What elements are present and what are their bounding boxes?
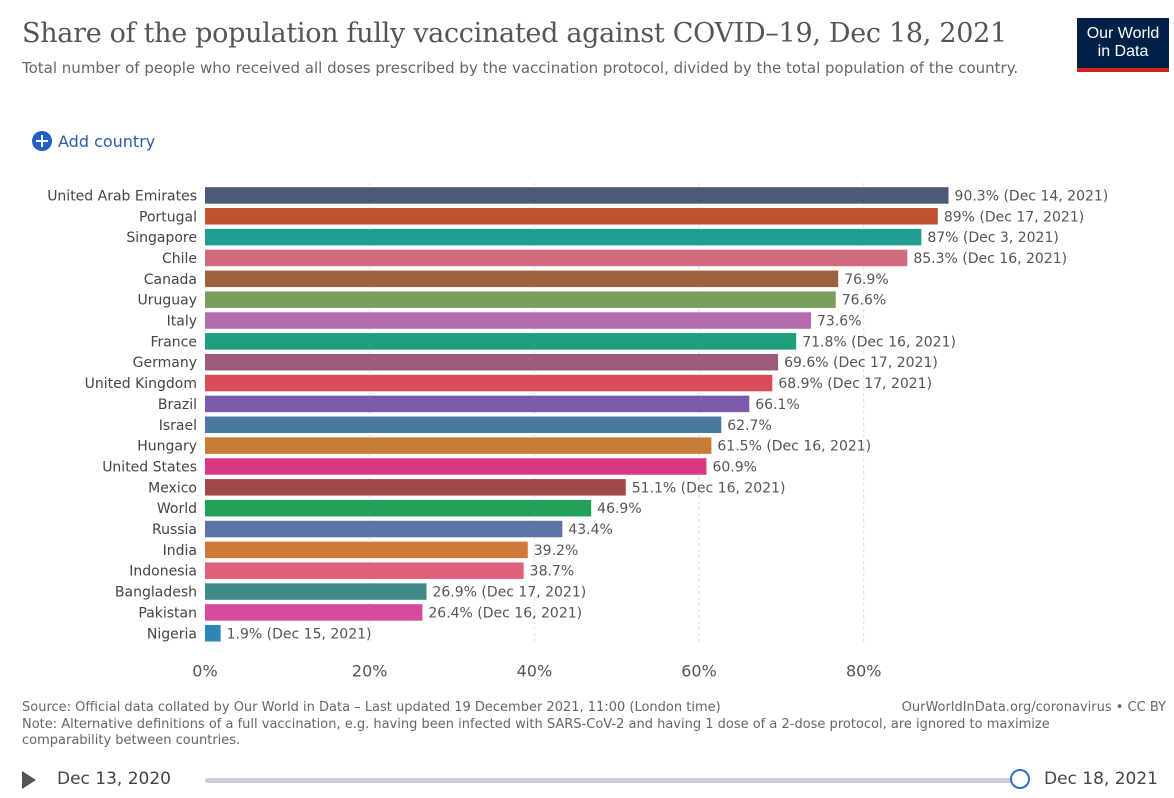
value-label: 68.9% (Dec 17, 2021) (778, 376, 932, 392)
bar[interactable] (205, 458, 707, 475)
bar[interactable] (205, 374, 773, 392)
category-label: Uruguay (138, 293, 198, 309)
timeline-handle[interactable] (1010, 769, 1030, 789)
x-tick-label: 40% (517, 662, 553, 681)
plus-circle-icon (32, 131, 52, 151)
bar[interactable] (205, 416, 722, 434)
bar[interactable] (205, 499, 592, 517)
category-label: Israel (159, 418, 197, 434)
chart-title: Share of the population fully vaccinated… (22, 18, 1007, 49)
value-label: 87% (Dec 3, 2021) (927, 230, 1058, 246)
value-label: 43.4% (568, 522, 612, 538)
category-label: India (163, 543, 197, 559)
value-label: 26.9% (Dec 17, 2021) (432, 585, 586, 601)
value-label: 66.1% (755, 397, 799, 413)
category-label: United States (102, 459, 197, 475)
timeline-end-date[interactable]: Dec 18, 2021 (1044, 769, 1159, 789)
value-label: 73.6% (817, 314, 861, 330)
category-label: World (157, 501, 197, 517)
category-label: Italy (167, 314, 197, 330)
chart-subtitle: Total number of people who received all … (22, 59, 1019, 77)
owid-link[interactable]: OurWorldInData.org/coronavirus • CC BY (901, 700, 1166, 715)
bar[interactable] (205, 333, 797, 350)
value-label: 71.8% (Dec 16, 2021) (802, 334, 956, 350)
add-country-label: Add country (58, 131, 156, 151)
bar[interactable] (205, 187, 949, 204)
category-label: Pakistan (138, 605, 197, 621)
value-label: 76.6% (842, 293, 886, 309)
value-label: 60.9% (712, 459, 756, 475)
value-label: 76.9% (844, 272, 888, 288)
bar[interactable] (205, 249, 908, 267)
value-label: 69.6% (Dec 17, 2021) (784, 355, 938, 371)
bar-chart: United Arab Emirates 90.3% (Dec 14, 2021)… (47, 183, 1109, 681)
value-label: 62.7% (727, 418, 771, 434)
category-label: United Arab Emirates (47, 188, 197, 204)
bar[interactable] (205, 479, 626, 496)
bar[interactable] (205, 604, 423, 621)
category-label: Hungary (137, 439, 197, 455)
value-label: 85.3% (Dec 16, 2021) (913, 251, 1067, 267)
bar[interactable] (205, 208, 938, 225)
bar[interactable] (205, 437, 712, 454)
x-tick-label: 60% (681, 662, 717, 681)
logo-line-1: Our World (1086, 25, 1160, 42)
category-label: Chile (162, 251, 197, 267)
value-label: 61.5% (Dec 16, 2021) (717, 439, 871, 455)
play-icon[interactable] (22, 771, 36, 789)
bar[interactable] (205, 291, 836, 308)
value-label: 38.7% (530, 564, 574, 580)
timeline-track[interactable] (205, 778, 1020, 783)
category-label: Canada (144, 272, 197, 288)
x-tick-label: 20% (352, 662, 388, 681)
bar[interactable] (205, 583, 427, 600)
bar[interactable] (205, 270, 839, 288)
bar[interactable] (205, 228, 922, 246)
bar[interactable] (205, 625, 221, 642)
value-label: 46.9% (597, 501, 641, 517)
add-country-button[interactable]: Add country (32, 131, 155, 151)
category-label: France (150, 334, 197, 350)
bar[interactable] (205, 353, 779, 371)
x-tick-label: 0% (192, 662, 217, 681)
value-label: 26.4% (Dec 16, 2021) (428, 605, 582, 621)
value-label: 51.1% (Dec 16, 2021) (632, 480, 786, 496)
bar[interactable] (205, 395, 750, 413)
category-label: Russia (152, 522, 197, 538)
category-label: United Kingdom (85, 376, 197, 392)
footnote: Note: Alternative definitions of a full … (22, 717, 1050, 748)
owid-logo[interactable]: Our World in Data (1077, 18, 1169, 72)
value-label: 39.2% (534, 543, 578, 559)
value-label: 90.3% (Dec 14, 2021) (955, 188, 1109, 204)
bar[interactable] (205, 520, 563, 538)
bar[interactable] (205, 541, 528, 559)
category-label: Portugal (139, 209, 197, 225)
bar[interactable] (205, 562, 524, 579)
x-tick-label: 80% (846, 662, 882, 681)
source-note: Source: Official data collated by Our Wo… (22, 700, 721, 715)
category-label: Mexico (148, 480, 197, 496)
bar[interactable] (205, 312, 812, 329)
logo-line-2: in Data (1097, 43, 1149, 60)
timeline-slider[interactable]: Dec 13, 2020 Dec 18, 2021 (22, 765, 1172, 795)
value-label: 1.9% (Dec 15, 2021) (227, 626, 372, 642)
category-label: Bangladesh (115, 585, 197, 601)
category-label: Germany (133, 355, 197, 371)
category-label: Indonesia (129, 564, 197, 580)
category-label: Nigeria (147, 626, 197, 642)
category-label: Brazil (158, 397, 197, 413)
value-label: 89% (Dec 17, 2021) (944, 209, 1084, 225)
category-label: Singapore (126, 230, 197, 246)
timeline-start-date[interactable]: Dec 13, 2020 (57, 769, 172, 789)
